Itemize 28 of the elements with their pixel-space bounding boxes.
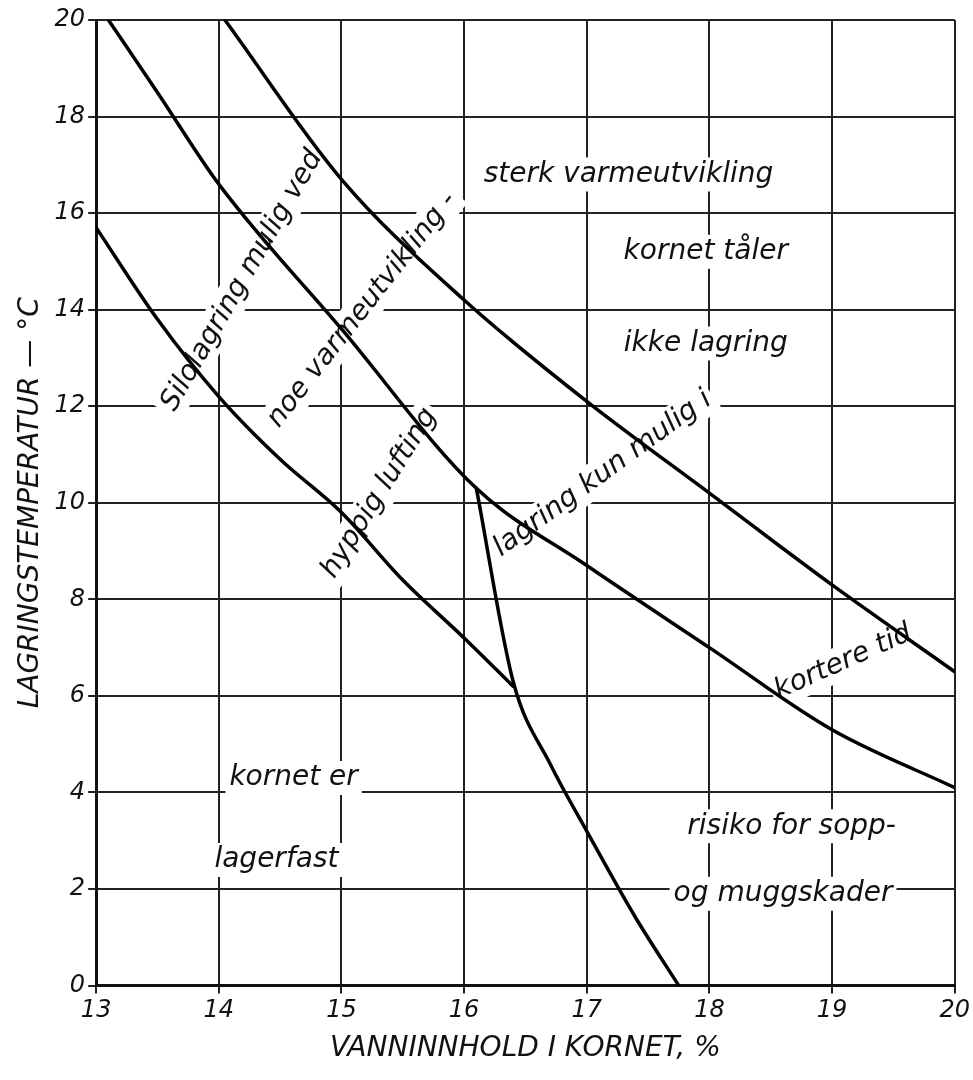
y-tick-label: 16 (54, 197, 86, 226)
y-tick-label: 4 (69, 776, 86, 805)
annotation: kornet er (229, 759, 360, 793)
annotation: ikke lagring (623, 324, 788, 358)
annotation: risiko for sopp- (687, 807, 896, 841)
annotation: kornet tåler (623, 233, 790, 267)
y-tick-label: 6 (69, 680, 86, 709)
x-tick-label: 16 (448, 995, 480, 1024)
x-tick-label: 17 (571, 995, 603, 1024)
x-tick-label: 18 (694, 995, 725, 1024)
y-tick-label: 14 (54, 293, 86, 322)
y-tick-label: 12 (54, 390, 86, 419)
y-tick-label: 20 (54, 4, 86, 33)
x-axis-title: VANNINNHOLD I KORNET, % (330, 1030, 721, 1064)
x-tick-label: 14 (203, 995, 235, 1024)
x-tick-label: 13 (80, 995, 112, 1024)
annotation: og muggskader (673, 875, 894, 909)
y-tick-label: 2 (69, 873, 86, 902)
y-tick-label: 0 (69, 969, 86, 998)
x-tick-label: 19 (816, 995, 848, 1024)
annotation: sterk varmeutvikling (483, 155, 774, 189)
y-tick-label: 18 (54, 100, 86, 129)
x-tick-label: 20 (939, 995, 970, 1024)
y-tick-label: 8 (69, 583, 86, 612)
annotation: lagerfast (214, 841, 340, 875)
y-axis-title: LAGRINGSTEMPERATUR — °C (12, 296, 46, 709)
x-tick-label: 15 (326, 995, 357, 1024)
y-tick-label: 10 (54, 487, 86, 516)
